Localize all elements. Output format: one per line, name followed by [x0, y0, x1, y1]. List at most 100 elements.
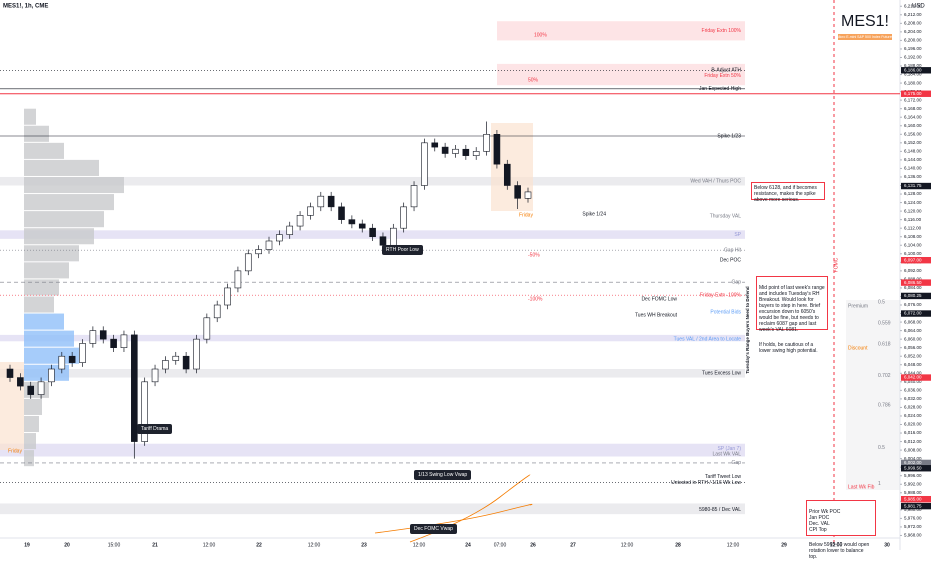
price-label-bg	[901, 256, 931, 264]
x-tick-label: 24	[465, 542, 471, 548]
level-label: Friday Extn 100%	[702, 28, 742, 34]
candle-body	[224, 287, 231, 306]
annotation: -50%	[528, 252, 540, 258]
candle-body	[338, 206, 345, 220]
y-tick-label: 6,064.00	[904, 328, 922, 333]
level-label: Friday Extn -100%	[700, 293, 742, 299]
zone	[0, 334, 745, 342]
fib-level: 0.786	[878, 403, 891, 409]
y-tick-label: 6,196.00	[904, 46, 922, 51]
zone	[0, 369, 745, 378]
price-label-bg	[901, 182, 931, 190]
price-label-bg	[901, 459, 931, 467]
fib-level: 0.5	[878, 445, 885, 451]
candle-body	[79, 343, 86, 363]
price-label-bg	[901, 90, 931, 97]
volume-bar	[24, 262, 69, 279]
annotation: Friday	[519, 212, 533, 218]
annotation: -100%	[528, 296, 543, 302]
zone	[497, 63, 745, 86]
candle-body	[99, 330, 107, 340]
candle-body	[452, 148, 459, 154]
annotation-tag: Dec FOMC Vwap	[410, 524, 457, 534]
y-tick-label: 6,156.00	[904, 131, 922, 136]
y-tick-label: 6,136.00	[904, 174, 922, 179]
candle-body	[276, 234, 283, 242]
price-label-bg	[901, 279, 931, 286]
price-label: 6,042.00	[904, 375, 922, 380]
chart: MES1!, 1h, CME USD MES1! Micro E-mini S&…	[0, 0, 931, 550]
volume-bar	[24, 159, 99, 176]
volume-bar	[24, 211, 104, 228]
symbol-title: MES1!, 1h, CME	[3, 4, 48, 10]
candle-body	[421, 142, 428, 186]
fib-level: 0.618	[878, 342, 891, 348]
x-tick-label: 12:00	[621, 542, 634, 548]
y-tick-label: 6,060.00	[904, 336, 922, 341]
level-label: Tues VAL / 2nd Area to Locate	[674, 336, 742, 342]
y-tick-label: 6,116.00	[904, 217, 922, 222]
volume-bar	[24, 228, 94, 245]
y-tick-label: 6,144.00	[904, 157, 922, 162]
candle-body	[193, 338, 200, 370]
candle-body	[89, 330, 97, 344]
x-tick-label: 12:00	[203, 542, 216, 548]
price-label-bg	[901, 67, 931, 74]
level-label: Friday Extn 50%	[704, 73, 741, 79]
candle-body	[493, 133, 501, 165]
note: Below 6128, and if becomes resistance, m…	[751, 182, 825, 203]
x-tick-label: 21	[152, 542, 158, 548]
y-tick-label: 6,204.00	[904, 29, 922, 34]
candle-body	[524, 191, 532, 199]
y-tick-label: 6,076.00	[904, 302, 922, 307]
volume-bar	[24, 296, 54, 313]
x-tick-label: 12:00	[413, 542, 426, 548]
y-tick-label: 6,012.00	[904, 439, 922, 444]
candle-body	[6, 368, 14, 378]
y-tick-label: 5,976.00	[904, 516, 922, 521]
price-label-bg	[901, 502, 931, 510]
candle-body	[162, 360, 169, 370]
y-tick-label: 6,068.00	[904, 319, 922, 324]
candle-body	[514, 185, 521, 199]
price-label-bg	[901, 374, 931, 381]
candle-body	[203, 317, 211, 340]
candle-body	[286, 225, 294, 235]
note-text: If holds, be cautious of a lower swing h…	[759, 342, 818, 354]
annotation: Tuesday's Range Buyers Need to Defend	[745, 286, 750, 374]
annotation-tag: Tariff Drama	[137, 424, 173, 434]
y-tick-label: 6,216.00	[904, 3, 922, 8]
level-label: Gap Hit	[724, 247, 742, 253]
level-label: Wed VAH / Thurs POC	[690, 179, 741, 185]
level-label: Spike 1/23	[717, 133, 741, 139]
y-tick-label: 6,164.00	[904, 114, 922, 119]
y-tick-label: 6,192.00	[904, 55, 922, 60]
price-label: 6,186.00	[904, 67, 922, 72]
annotation: Spike 1/24	[582, 211, 606, 217]
note-text: Below 5965-69 would open rotation lower …	[809, 542, 870, 560]
candle-body	[503, 163, 511, 186]
y-tick-label: 6,128.00	[904, 191, 922, 196]
candle-body	[369, 227, 376, 238]
level-label: Gap	[732, 280, 742, 286]
candle-body	[234, 270, 242, 289]
volume-bar	[24, 415, 39, 433]
y-tick-label: 6,040.00	[904, 379, 922, 384]
level-label: B-Adjust ATH	[711, 68, 741, 74]
candle-body	[182, 355, 190, 370]
x-tick-label: 27	[570, 542, 576, 548]
level-label: Jan Expected High	[699, 86, 741, 92]
y-tick-label: 6,120.00	[904, 208, 922, 213]
candle-body	[400, 206, 407, 229]
level-label: Potential Bids	[710, 310, 741, 316]
level-label: Untested in RTH / 1/16 Wk Low	[671, 480, 741, 486]
x-tick-label: 07:00	[494, 542, 507, 548]
candle-body	[255, 249, 262, 255]
fib-level: 0.5	[878, 300, 885, 306]
note-text: Prior Wk POC Jan POC Dec. VAL CPI Top	[809, 509, 841, 533]
y-tick-label: 6,028.00	[904, 405, 922, 410]
note: Mid point of last week's range and inclu…	[756, 276, 828, 354]
y-tick-label: 6,180.00	[904, 80, 922, 85]
y-tick-label: 5,992.00	[904, 481, 922, 486]
level-label: Tariff Tweet Low	[705, 474, 741, 480]
